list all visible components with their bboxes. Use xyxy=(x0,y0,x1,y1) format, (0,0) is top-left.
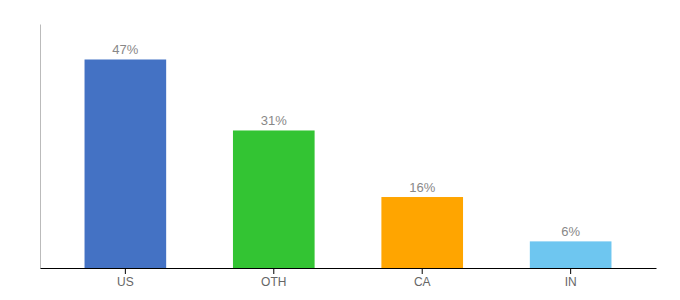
bar xyxy=(530,241,612,268)
x-axis: US OTH CA IN xyxy=(41,268,657,289)
bar xyxy=(233,130,315,268)
x-axis-line xyxy=(41,268,657,269)
x-tick-mark xyxy=(422,268,423,274)
x-tick-label: IN xyxy=(565,275,577,289)
x-tick-mark xyxy=(125,268,126,274)
bar xyxy=(381,197,463,268)
bar xyxy=(85,59,167,268)
x-tick: OTH xyxy=(261,268,286,289)
y-axis-line xyxy=(40,25,41,269)
data-label: 31% xyxy=(261,113,287,128)
bars xyxy=(85,59,612,268)
data-label: 6% xyxy=(561,224,580,239)
x-tick-label: OTH xyxy=(261,275,286,289)
x-tick-mark xyxy=(273,268,274,274)
x-tick: US xyxy=(117,268,134,289)
plot: US OTH CA IN 47% 31% 16% 6% xyxy=(41,25,657,289)
x-tick: CA xyxy=(414,268,431,289)
y-axis xyxy=(40,25,41,269)
chart: US OTH CA IN 47% 31% 16% 6% xyxy=(0,0,680,300)
x-tick-mark xyxy=(570,268,571,274)
x-tick: IN xyxy=(565,268,577,289)
data-label: 16% xyxy=(409,180,435,195)
data-labels: 47% 31% 16% 6% xyxy=(112,42,580,239)
x-tick-label: CA xyxy=(414,275,431,289)
x-tick-label: US xyxy=(117,275,134,289)
data-label: 47% xyxy=(112,42,138,57)
